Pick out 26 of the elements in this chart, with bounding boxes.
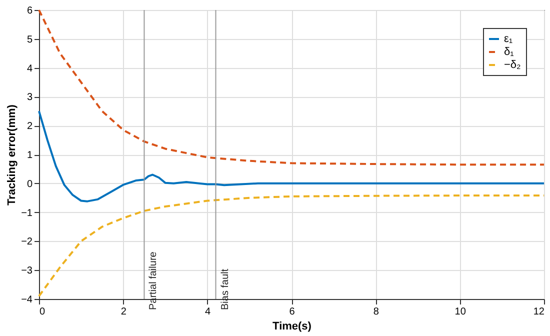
y-tick-label: 3 [26,92,33,104]
legend-label: −δ₂ [504,59,521,71]
x-tick-label: 10 [454,306,466,318]
x-tick-label: 12 [533,306,545,318]
y-tick-label: 2 [26,121,33,132]
y-tick-label: −2 [21,236,33,248]
y-axis-title: Tracking error(mm) [6,104,18,206]
y-tick-label: 0 [26,178,33,190]
y-tick-label: −4 [21,294,33,306]
line-series [38,110,545,202]
ref-line-label: Bias fault [220,268,231,310]
y-tick-label: 5 [26,34,33,46]
y-tick-label: −1 [21,208,33,219]
ref-line-label: Partial failure [148,251,160,310]
x-tick-label: 2 [120,306,127,318]
y-tick-label: 1 [26,150,33,161]
y-tick-label: −3 [21,266,33,277]
legend-label: δ₁ [504,46,514,58]
legend-label: ε₁ [504,33,513,45]
x-tick-label: 4 [205,306,212,318]
y-tick-label: 6 [26,6,33,16]
x-axis-title: Time(s) [272,320,312,332]
x-tick-label: 8 [373,306,380,318]
x-tick-label: 0 [40,306,46,318]
y-tick-label: 4 [26,63,33,74]
x-tick-label: 6 [289,306,296,318]
